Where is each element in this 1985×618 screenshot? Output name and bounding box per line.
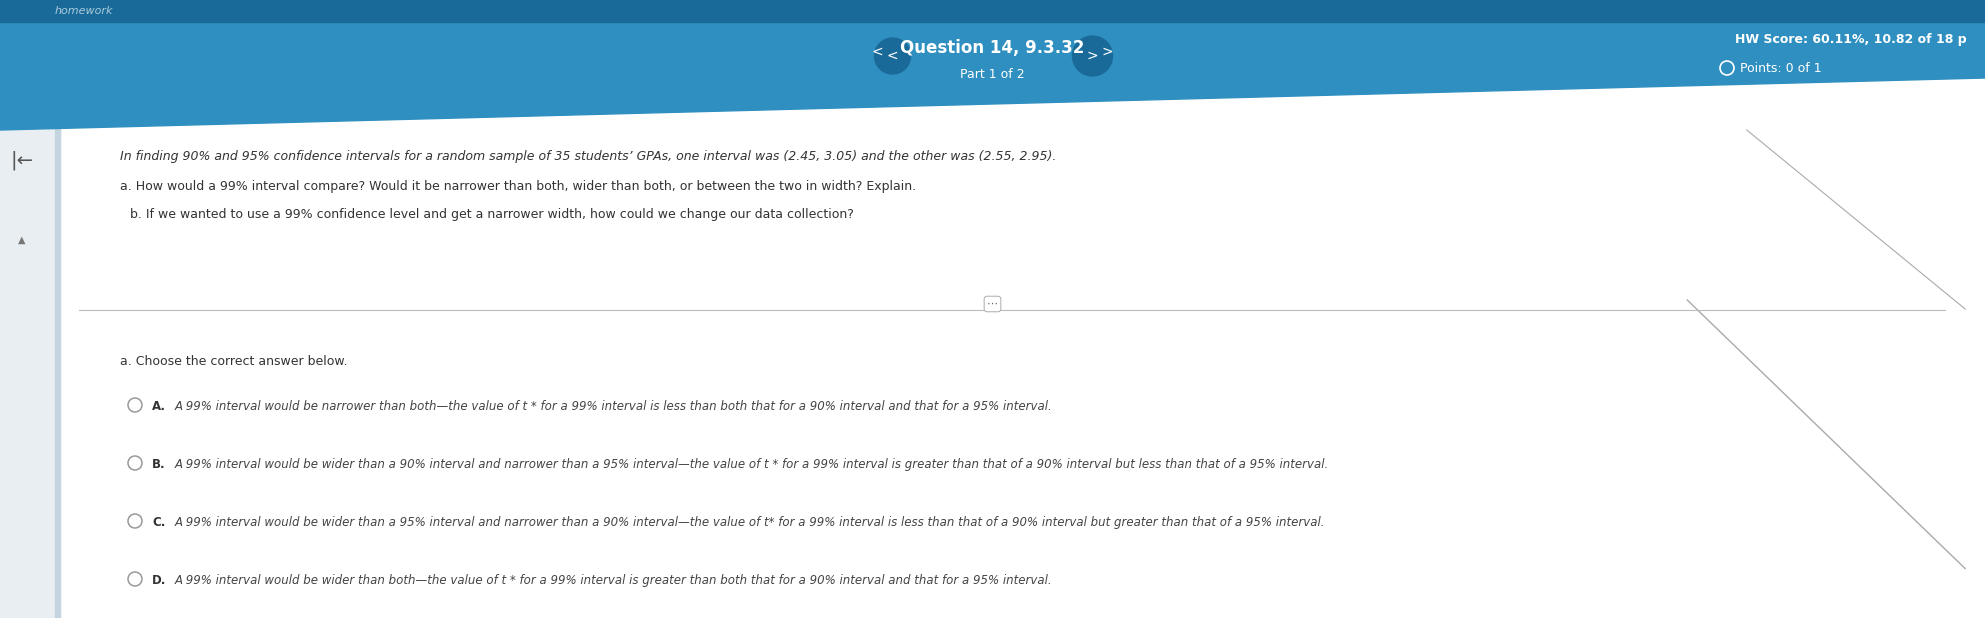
Text: b. If we wanted to use a 99% confidence level and get a narrower width, how coul: b. If we wanted to use a 99% confidence … bbox=[129, 208, 854, 221]
Text: HW Score: 60.11%, 10.82 of 18 p: HW Score: 60.11%, 10.82 of 18 p bbox=[1735, 33, 1967, 46]
Text: a. Choose the correct answer below.: a. Choose the correct answer below. bbox=[119, 355, 347, 368]
Text: a. How would a 99% interval compare? Would it be narrower than both, wider than : a. How would a 99% interval compare? Wou… bbox=[119, 180, 917, 193]
Text: <: < bbox=[887, 49, 899, 63]
Text: D.: D. bbox=[153, 574, 167, 587]
Text: In finding 90% and 95% confidence intervals for a random sample of 35 students’ : In finding 90% and 95% confidence interv… bbox=[119, 150, 1056, 163]
Text: A 99% interval would be wider than a 90% interval and narrower than a 95% interv: A 99% interval would be wider than a 90%… bbox=[175, 458, 1330, 471]
Text: <: < bbox=[871, 45, 883, 59]
Circle shape bbox=[875, 38, 911, 74]
Bar bbox=[0, 0, 1985, 22]
Text: A 99% interval would be narrower than both—the value of t * for a 99% interval i: A 99% interval would be narrower than bo… bbox=[175, 400, 1052, 413]
Polygon shape bbox=[0, 0, 1985, 130]
Text: >: > bbox=[1086, 49, 1098, 63]
Text: >: > bbox=[1102, 45, 1114, 59]
Text: Points: 0 of 1: Points: 0 of 1 bbox=[1741, 62, 1822, 75]
Text: Part 1 of 2: Part 1 of 2 bbox=[961, 69, 1024, 82]
Text: B.: B. bbox=[153, 458, 165, 471]
Text: A.: A. bbox=[153, 400, 167, 413]
Text: ⋯: ⋯ bbox=[987, 299, 998, 309]
Text: |←: |← bbox=[10, 150, 34, 170]
Text: Question 14, 9.3.32: Question 14, 9.3.32 bbox=[901, 39, 1084, 57]
Text: A 99% interval would be wider than both—the value of t * for a 99% interval is g: A 99% interval would be wider than both—… bbox=[175, 574, 1052, 587]
Text: A 99% interval would be wider than a 95% interval and narrower than a 90% interv: A 99% interval would be wider than a 95%… bbox=[175, 516, 1326, 529]
Circle shape bbox=[1072, 36, 1112, 76]
Text: ▲: ▲ bbox=[18, 235, 26, 245]
Text: homework: homework bbox=[56, 6, 113, 16]
Text: C.: C. bbox=[153, 516, 165, 529]
Bar bbox=[0, 0, 60, 618]
Bar bbox=[56, 0, 60, 618]
